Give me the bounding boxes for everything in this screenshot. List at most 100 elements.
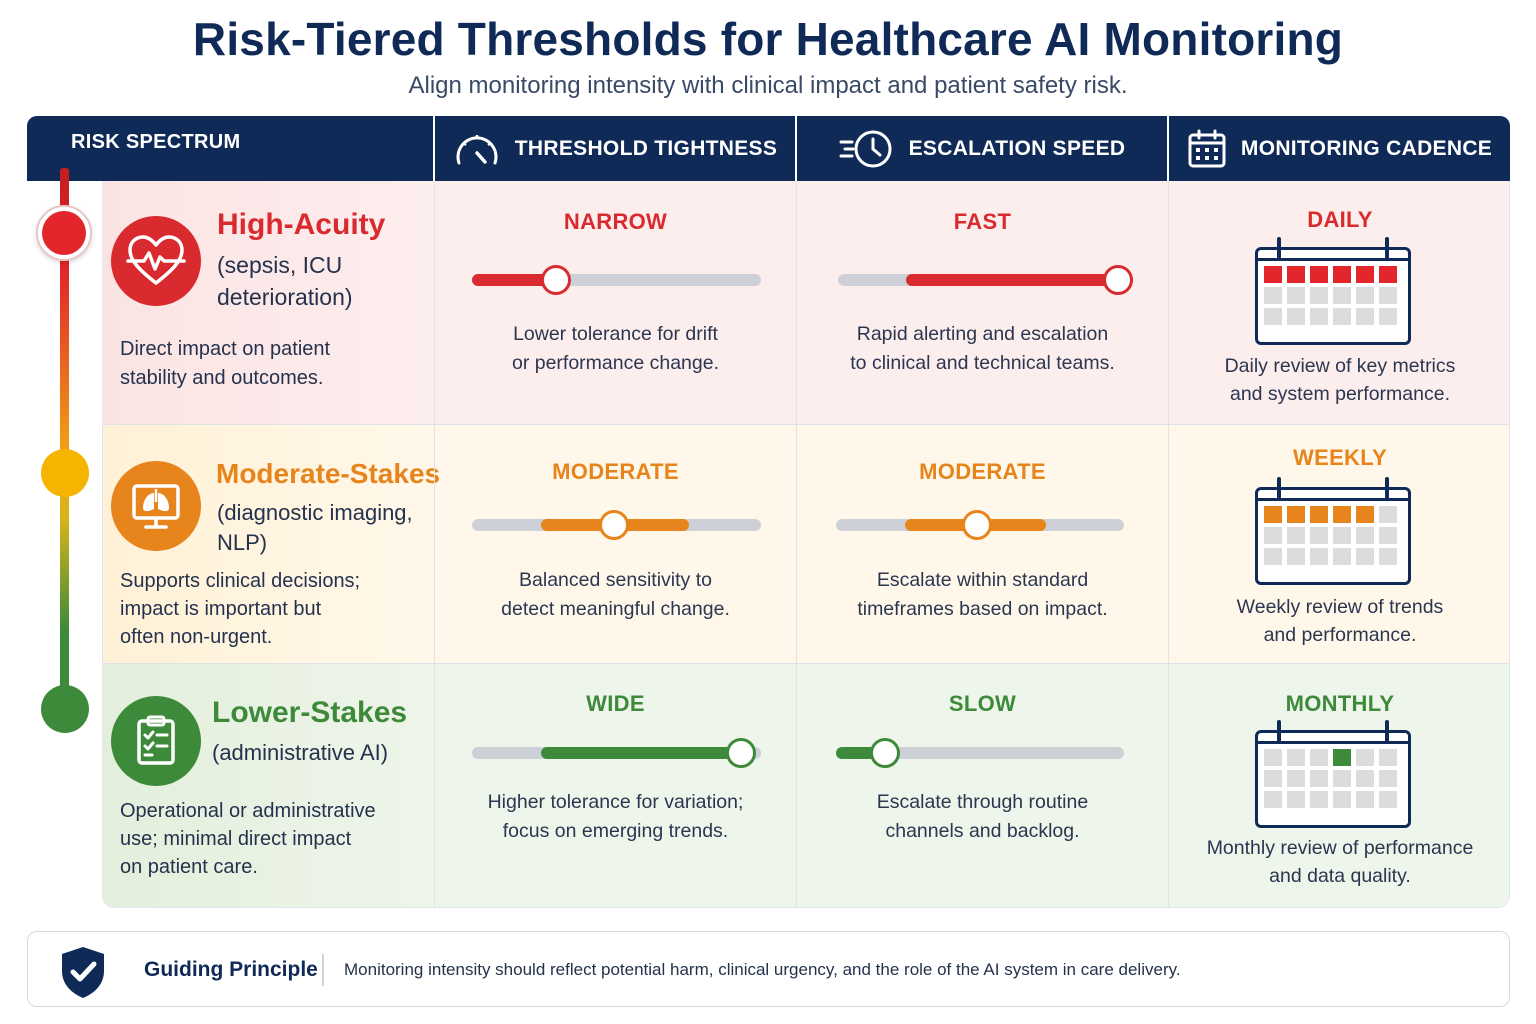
header-risk-label: RISK SPECTRUM (71, 131, 241, 153)
escalation-slider (836, 738, 1124, 768)
guiding-principle-box: Guiding Principle Monitoring intensity s… (27, 931, 1510, 1007)
threshold-cell: MODERATE Balanced sensitivity to detect … (434, 425, 796, 663)
escalation-level: MODERATE (919, 459, 1046, 484)
escalation-description: to clinical and technical teams. (850, 352, 1115, 374)
calendar-day (1264, 308, 1282, 325)
threshold-level: NARROW (563, 209, 668, 234)
calendar-day (1333, 506, 1351, 523)
calendar-day (1287, 308, 1305, 325)
calendar-day (1264, 770, 1282, 787)
calendar-day (1379, 749, 1397, 766)
tier-description: on patient care. (120, 856, 258, 878)
tier-name: High-Acuity (217, 208, 386, 241)
calendar-graphic (1255, 237, 1411, 347)
tier-example: (diagnostic imaging, (217, 500, 413, 525)
header-monitoring-cadence: MONITORING CADENCE (1167, 116, 1510, 181)
calendar-day (1310, 527, 1328, 544)
tier-description: Operational or administrative (120, 800, 376, 822)
calendar-day (1333, 308, 1351, 325)
calendar-ring (1277, 720, 1281, 742)
calendar-ring (1385, 477, 1389, 499)
calendar-header (1255, 487, 1411, 501)
calendar-day (1287, 749, 1305, 766)
threshold-cell: WIDE Higher tolerance for variation; foc… (434, 664, 796, 907)
escalation-slider (838, 265, 1134, 295)
escalation-description: Rapid alerting and escalation (856, 323, 1109, 345)
threshold-slider (472, 738, 761, 768)
escalation-description: timeframes based on impact. (857, 598, 1108, 620)
tier-example: NLP) (217, 530, 268, 555)
calendar-day (1310, 287, 1328, 304)
slider-knob (962, 510, 993, 540)
slider-knob (869, 738, 900, 768)
cadence-cell: DAILY Daily review of key metrics and sy… (1168, 181, 1509, 424)
calendar-day (1356, 287, 1374, 304)
threshold-description: focus on emerging trends. (502, 820, 729, 842)
cadence-description: and data quality. (1269, 865, 1411, 887)
calendar-day (1356, 749, 1374, 766)
divider (322, 954, 324, 986)
calendar-header (1255, 730, 1411, 744)
guiding-principle-text: Monitoring intensity should reflect pote… (344, 960, 1181, 979)
page-subtitle: Align monitoring intensity with clinical… (408, 72, 1128, 99)
guiding-principle-label: Guiding Principle (144, 958, 318, 981)
threshold-slider (472, 265, 761, 295)
threshold-slider (472, 510, 761, 540)
threshold-level: MODERATE (552, 459, 679, 484)
tier-description: Supports clinical decisions; (120, 570, 361, 592)
calendar-day (1333, 548, 1351, 565)
header-escalation-label: ESCALATION SPEED (908, 136, 1126, 160)
calendar-day (1379, 287, 1397, 304)
cadence-description: and system performance. (1229, 383, 1450, 405)
calendar-days (1264, 506, 1397, 565)
cadence-description: Daily review of key metrics (1224, 355, 1456, 377)
calendar-day (1264, 791, 1282, 808)
cadence-level: DAILY (1307, 207, 1373, 232)
escalation-slider (836, 510, 1124, 540)
calendar-day (1356, 527, 1374, 544)
calendar-day (1379, 770, 1397, 787)
calendar-day (1333, 527, 1351, 544)
fast-clock-icon (839, 130, 892, 167)
threshold-description: Lower tolerance for drift (513, 323, 718, 345)
threshold-description: detect meaningful change. (501, 598, 730, 620)
tier-grid: High-Acuity (sepsis, ICU deterioration) … (102, 181, 1510, 908)
spectrum-dot-high (36, 205, 92, 261)
escalation-cell: MODERATE Escalate within standard timefr… (796, 425, 1168, 663)
calendar-day (1287, 791, 1305, 808)
slider-knob (540, 265, 571, 295)
column-header-bar: RISK SPECTRUM THRESHOLD TIGHTNESS ESCALA… (27, 116, 1510, 181)
spectrum-dot-low (41, 685, 89, 733)
calendar-day (1379, 548, 1397, 565)
calendar-day (1356, 266, 1374, 283)
calendar-day (1310, 791, 1328, 808)
escalation-level: FAST (953, 209, 1012, 234)
escalation-description: Escalate through routine (876, 791, 1089, 813)
calendar-day (1287, 527, 1305, 544)
calendar-day (1333, 749, 1351, 766)
calendar-day (1264, 527, 1282, 544)
threshold-description: Balanced sensitivity to (519, 569, 712, 591)
header-threshold-tightness: THRESHOLD TIGHTNESS (433, 116, 795, 181)
header-threshold-label: THRESHOLD TIGHTNESS (514, 136, 778, 160)
slider-fill (905, 274, 1119, 286)
calendar-day (1264, 266, 1282, 283)
tier-name: Lower-Stakes (212, 696, 408, 729)
cadence-level: WEEKLY (1293, 445, 1387, 470)
calendar-day (1264, 548, 1282, 565)
cadence-description: Monthly review of performance (1206, 837, 1474, 859)
lungs-monitor-icon (111, 461, 201, 551)
calendar-day (1379, 527, 1397, 544)
cadence-cell: WEEKLY Weekly review of trends and perfo… (1168, 425, 1509, 663)
calendar-day (1379, 506, 1397, 523)
tier-description: impact is important but (120, 598, 322, 620)
header-escalation-speed: ESCALATION SPEED (795, 116, 1167, 181)
tier-row-moderate: Moderate-Stakes (diagnostic imaging, NLP… (103, 424, 1509, 663)
page-title: Risk-Tiered Thresholds for Healthcare AI… (192, 13, 1344, 65)
calendar-day (1287, 287, 1305, 304)
header-risk-spectrum: RISK SPECTRUM (27, 110, 433, 175)
escalation-description: channels and backlog. (885, 820, 1080, 842)
threshold-description: Higher tolerance for variation; (487, 791, 744, 813)
calendar-day (1379, 266, 1397, 283)
escalation-cell: FAST Rapid alerting and escalation to cl… (796, 181, 1168, 424)
